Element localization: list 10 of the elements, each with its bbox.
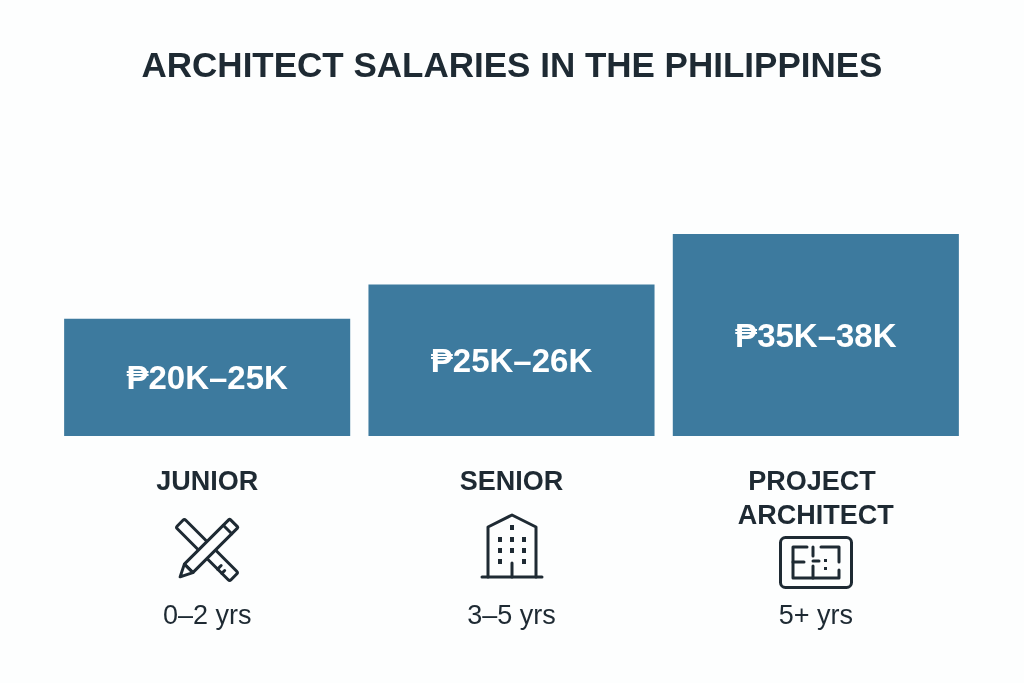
- text: 5+ yrs: [778, 600, 853, 630]
- text: 3–5 yrs: [467, 600, 556, 630]
- annotation: ₱20K–25K: [126, 358, 289, 396]
- text: 0–2 yrs: [162, 600, 252, 630]
- annotation: ₱35K–38K: [735, 316, 897, 354]
- annotation: ₱25K–26K: [430, 341, 593, 379]
- chart-title: ARCHITECT SALARIES IN THE PHILIPPINES: [141, 45, 883, 84]
- x-tick-label: JUNIOR: [156, 466, 259, 496]
- x-tick-label: PROJECT ARCHITECT: [737, 466, 895, 530]
- x-tick-label: SENIOR: [459, 466, 564, 496]
